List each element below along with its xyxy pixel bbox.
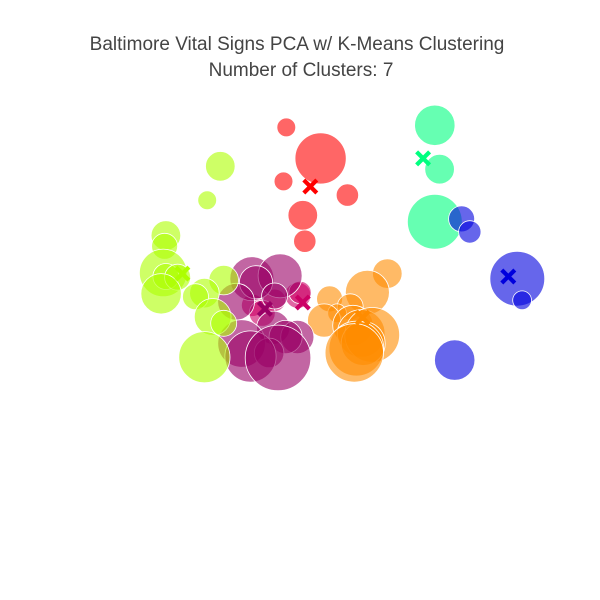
cluster-2-point-3[interactable] (512, 290, 532, 311)
centroid-stroke (302, 178, 319, 195)
centroid-stroke (354, 309, 371, 326)
cluster-6-point-10[interactable] (140, 273, 182, 315)
cluster-2-centroid-marker[interactable] (500, 268, 517, 285)
cluster-5-centroid-marker[interactable] (256, 300, 273, 317)
cluster-1-point-0[interactable] (414, 104, 456, 146)
centroid-stroke (415, 150, 432, 167)
cluster-0-centroid-marker[interactable] (302, 178, 319, 195)
chart-title: Baltimore Vital Signs PCA w/ K-Means Clu… (90, 34, 505, 55)
cluster-6-point-12[interactable] (210, 309, 238, 337)
chart-subtitle: Number of Clusters: 7 (209, 60, 394, 81)
cluster-1-centroid-marker[interactable] (415, 150, 432, 167)
centroid-layer (174, 150, 517, 326)
cluster-0-point-3[interactable] (335, 183, 359, 207)
cluster-2-point-4[interactable] (434, 339, 476, 381)
cluster-6-point-13[interactable] (178, 331, 231, 384)
cluster-6-centroid-marker[interactable] (174, 265, 191, 282)
cluster-4-centroid-marker[interactable] (294, 294, 311, 311)
point-layer (138, 104, 546, 392)
cluster-6-point-1[interactable] (197, 190, 218, 211)
centroid-stroke (256, 300, 273, 317)
cluster-0-point-0[interactable] (276, 117, 297, 138)
cluster-1-point-1[interactable] (424, 153, 455, 185)
plot-area (138, 104, 546, 392)
centroid-stroke (294, 294, 311, 311)
cluster-5-point-11[interactable] (244, 324, 312, 392)
centroid-stroke (500, 268, 517, 285)
cluster-6-point-0[interactable] (205, 151, 236, 182)
cluster-3-centroid-marker[interactable] (354, 309, 371, 326)
cluster-3-point-11[interactable] (324, 323, 384, 383)
cluster-2-point-1[interactable] (458, 220, 482, 244)
cluster-0-point-4[interactable] (287, 200, 319, 231)
cluster-0-point-5[interactable] (293, 229, 317, 253)
cluster-5-point-3[interactable] (261, 282, 289, 310)
centroid-stroke (174, 265, 191, 282)
cluster-0-point-2[interactable] (273, 171, 294, 192)
cluster-0-point-1[interactable] (294, 132, 347, 185)
